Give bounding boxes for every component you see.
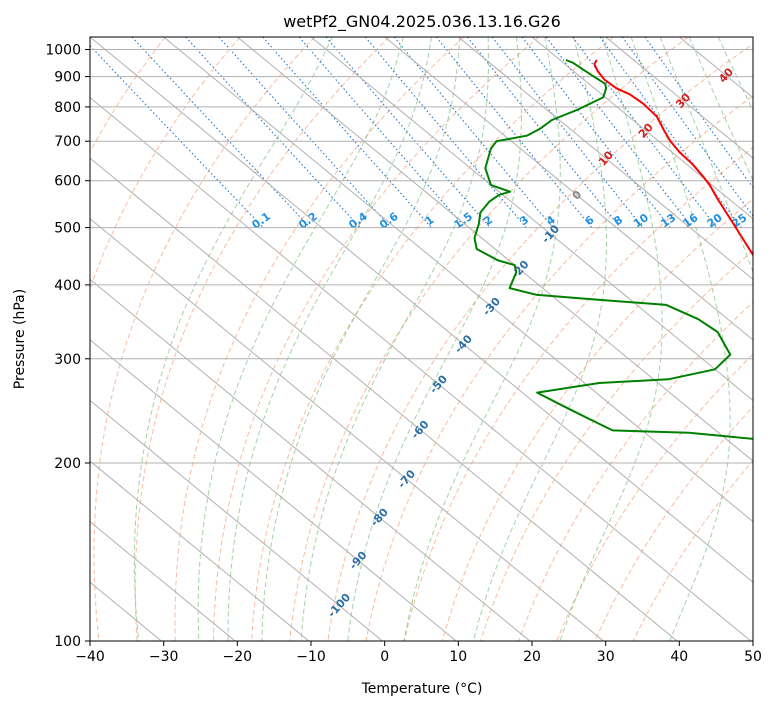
moist-adiabat [300, 37, 489, 641]
x-tick-label: 30 [597, 649, 615, 665]
isotherm-line [90, 521, 236, 641]
mixing-ratio-line [644, 37, 753, 189]
isotherm-line [531, 37, 753, 220]
mixing-ratio-line [435, 37, 593, 228]
x-tick-label: −40 [75, 649, 105, 665]
mixing-ratio-line [467, 37, 621, 228]
plot-frame [89, 36, 754, 642]
x-tick-label: 0 [380, 649, 389, 665]
moist-adiabat [472, 37, 607, 641]
mixing-ratio-line [393, 37, 554, 228]
dry-adiabat [93, 37, 316, 641]
y-tick-label: 800 [54, 100, 81, 116]
moist-adiabat [347, 37, 522, 641]
mixing-ratio-line [521, 37, 671, 228]
moist-adiabat [261, 37, 461, 641]
dry-adiabat [90, 37, 166, 153]
y-tick-label: 700 [54, 134, 81, 150]
isotherm-line [236, 37, 753, 462]
sounding-traces [473, 59, 753, 440]
moist-adiabat [227, 37, 432, 641]
dry-adiabat [251, 37, 614, 641]
moist-adiabat [403, 37, 561, 641]
dry-adiabat [213, 37, 540, 641]
y-axis-ticks: 1000 900 800 700 600 500 400 300 200 100 [45, 43, 90, 650]
x-tick-label: 40 [670, 649, 688, 665]
x-tick-label: −10 [296, 649, 326, 665]
y-tick-label: 1000 [45, 43, 81, 59]
isotherm-line [90, 218, 604, 641]
x-tick-label: −30 [149, 649, 179, 665]
mixing-ratio-line [364, 37, 527, 228]
dry-adiabat [289, 37, 689, 641]
mixing-ratio-line [621, 37, 753, 217]
y-axis-label: Pressure (hPa) [12, 289, 28, 389]
isotherm-line [384, 37, 753, 341]
isotherm-line [90, 339, 457, 641]
mixing-ratio-label: 30 [750, 211, 770, 231]
y-tick-label: 400 [54, 278, 81, 294]
mixing-ratio-line [491, 37, 644, 228]
moist-adiabat [133, 37, 333, 641]
isotherm-line [90, 157, 678, 641]
chart-title: wetPf2_GN04.2025.036.13.16.G26 [283, 12, 561, 32]
y-tick-label: 100 [54, 634, 81, 650]
mixing-ratio-line [599, 37, 742, 228]
moist-adiabat [630, 37, 731, 641]
isotherm-line [90, 460, 310, 641]
mixing-ratio-line [131, 37, 311, 228]
dewpoint-trace [473, 59, 753, 440]
temperature-trace [593, 59, 753, 257]
dry-adiabat [365, 95, 753, 641]
x-tick-label: −20 [223, 649, 253, 665]
dry-adiabat [403, 146, 753, 641]
isotherm-line [90, 96, 752, 641]
dry-adiabats [90, 37, 753, 641]
dry-adiabat [518, 301, 753, 641]
x-tick-label: 50 [744, 649, 762, 665]
x-tick-label: 20 [523, 649, 541, 665]
x-tick-label: 10 [449, 649, 467, 665]
y-tick-label: 300 [54, 352, 81, 368]
dry-adiabat [134, 37, 390, 641]
isotherm-line [457, 37, 753, 280]
moist-adiabat [197, 37, 404, 641]
isotherm-line [605, 37, 753, 159]
moist-adiabats [133, 37, 753, 641]
isotherm-line [90, 37, 753, 583]
isotherm-line [163, 37, 753, 523]
y-tick-label: 500 [54, 221, 81, 237]
grid-lines [90, 37, 753, 641]
y-tick-label: 600 [54, 174, 81, 190]
isotherm-line [310, 37, 753, 402]
y-tick-label: 900 [54, 70, 81, 86]
isotherm-line [90, 278, 531, 641]
mixing-ratio-line [325, 37, 491, 228]
isotherm-line [90, 399, 383, 641]
x-axis-label: Temperature (°C) [361, 681, 483, 697]
mixing-ratio-line [185, 37, 361, 228]
moist-adiabat [559, 37, 663, 641]
x-axis-ticks: −40 −30 −20 −10 0 10 20 30 40 50 [75, 641, 762, 665]
y-tick-label: 200 [54, 456, 81, 472]
